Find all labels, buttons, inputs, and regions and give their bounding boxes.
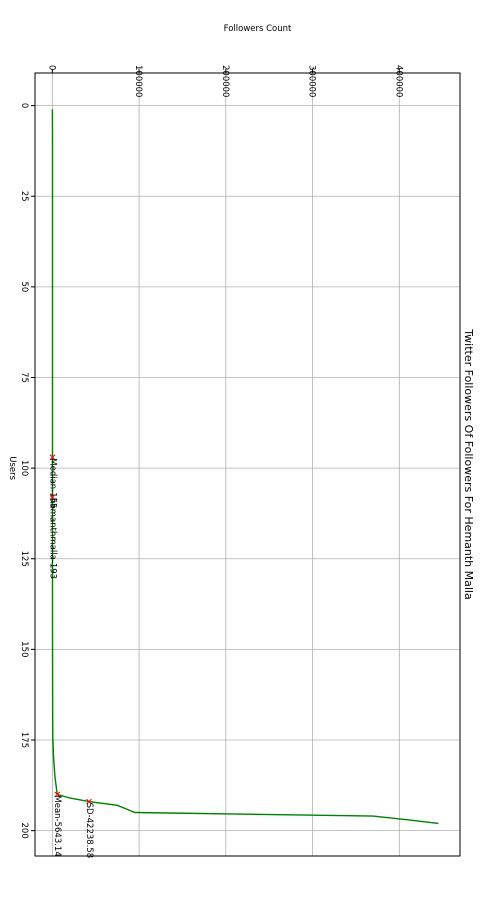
chart-title: Twitter Followers Of Followers For Heman… bbox=[462, 328, 475, 599]
x-tick-label: 50 bbox=[19, 281, 29, 292]
y-tick-label: 200000 bbox=[220, 65, 230, 97]
annotation-label: Mean-5643.14 bbox=[52, 795, 62, 856]
annotation-label: Median-155 bbox=[47, 458, 57, 508]
series-line bbox=[51, 109, 439, 825]
y-tick-label: 300000 bbox=[307, 65, 317, 97]
x-tick-label: 175 bbox=[19, 732, 29, 748]
x-tick-label: 200 bbox=[19, 823, 29, 839]
y-tick-label: 100000 bbox=[133, 65, 143, 97]
x-tick-label: 150 bbox=[19, 641, 29, 657]
x-axis-label: Users bbox=[7, 456, 17, 480]
y-axis-label: Followers Count bbox=[224, 24, 292, 34]
x-tick-label: 100 bbox=[19, 460, 29, 476]
y-tick-label: 0 bbox=[46, 65, 56, 70]
annotation-marker bbox=[86, 798, 92, 805]
y-tick-label: 400000 bbox=[393, 65, 403, 97]
plot-frame bbox=[34, 72, 461, 857]
annotation-marker bbox=[54, 791, 61, 798]
annotation-marker bbox=[49, 494, 56, 500]
annotation-label: SD-42238.58 bbox=[84, 803, 94, 859]
series bbox=[51, 109, 439, 825]
annotation-marker bbox=[49, 454, 56, 461]
x-tick-label: 125 bbox=[19, 551, 29, 567]
annotation-label: hemanthmalla-193 bbox=[48, 498, 58, 579]
grid bbox=[35, 73, 460, 856]
x-tick-label: 75 bbox=[19, 372, 29, 383]
x-tick-label: 0 bbox=[19, 103, 29, 108]
ticks: 0 25 50 75 100 125 150 175 200 0 100000 200000 30000… bbox=[19, 65, 403, 839]
x-tick-label: 25 bbox=[19, 191, 29, 202]
